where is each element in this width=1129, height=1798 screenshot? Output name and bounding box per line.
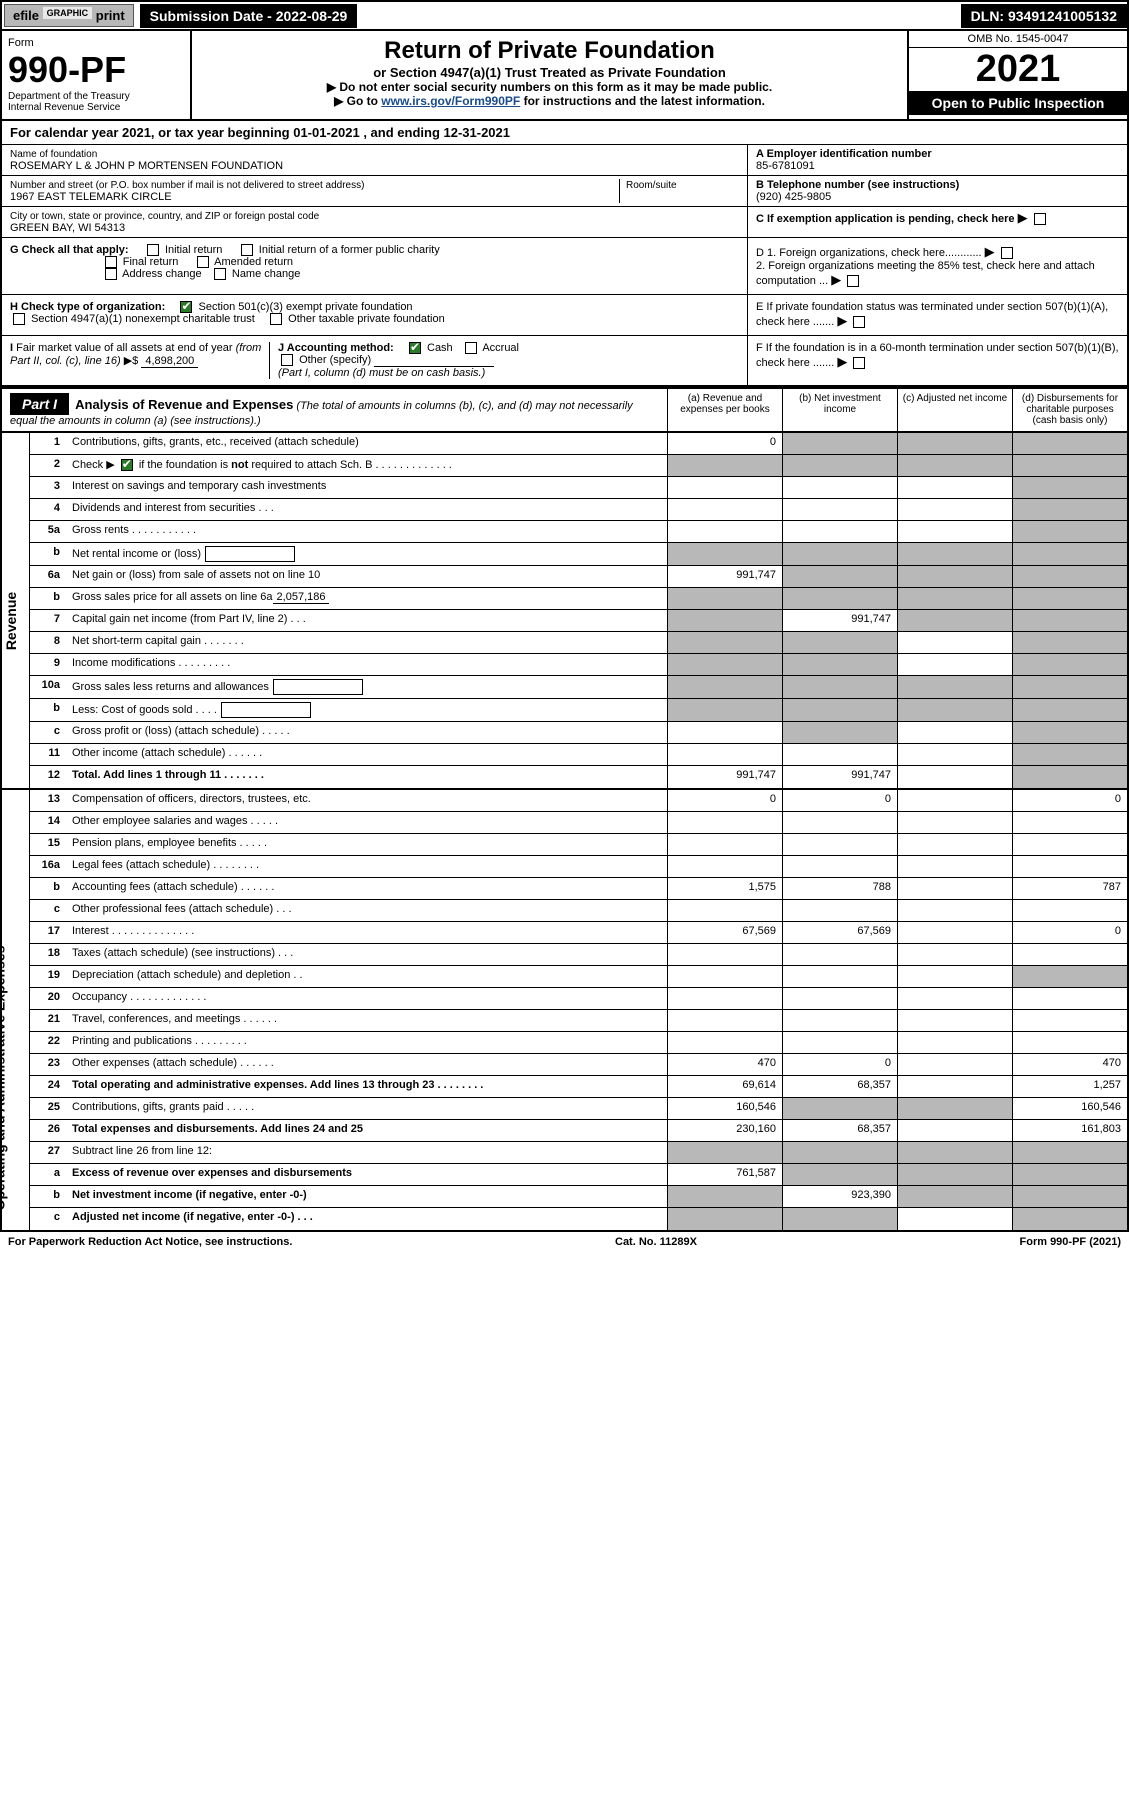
accrual-checkbox[interactable] xyxy=(465,342,477,354)
note2-pre: ▶ Go to xyxy=(334,94,381,108)
part1-badge: Part I xyxy=(10,393,69,415)
revenue-side-label: Revenue xyxy=(2,433,30,788)
final-return-checkbox[interactable] xyxy=(105,256,117,268)
note2-post: for instructions and the latest informat… xyxy=(520,94,765,108)
form-number: 990-PF xyxy=(8,49,184,91)
cash-checkbox[interactable] xyxy=(409,342,421,354)
amended-checkbox[interactable] xyxy=(197,256,209,268)
initial-public-checkbox[interactable] xyxy=(241,244,253,256)
f-label: F If the foundation is in a 60-month ter… xyxy=(756,342,1119,369)
print-label: print xyxy=(96,8,125,23)
ein-value: 85-6781091 xyxy=(756,160,815,172)
sch-b-checkbox[interactable] xyxy=(121,459,133,471)
omb-label: OMB No. 1545-0047 xyxy=(909,31,1127,48)
footer-right: Form 990-PF (2021) xyxy=(1020,1236,1122,1248)
other-taxable-checkbox[interactable] xyxy=(270,313,282,325)
tax-year: 2021 xyxy=(909,48,1127,91)
form-link[interactable]: www.irs.gov/Form990PF xyxy=(381,94,520,108)
revenue-table: Revenue 1Contributions, gifts, grants, e… xyxy=(0,433,1129,790)
form-label: Form xyxy=(8,37,184,49)
city-label: City or town, state or province, country… xyxy=(10,211,319,222)
footer-mid: Cat. No. 11289X xyxy=(615,1236,697,1248)
room-label: Room/suite xyxy=(626,180,677,191)
form-header: Form 990-PF Department of the Treasury I… xyxy=(0,31,1129,121)
other-method-checkbox[interactable] xyxy=(281,354,293,366)
section-g: G Check all that apply: Initial return I… xyxy=(0,238,1129,295)
e-label: E If private foundation status was termi… xyxy=(756,301,1108,328)
col-d-head: (d) Disbursements for charitable purpose… xyxy=(1012,389,1127,431)
submission-date: Submission Date - 2022-08-29 xyxy=(140,4,358,28)
phone-value: (920) 425-9805 xyxy=(756,191,831,203)
section-ijf: I Fair market value of all assets at end… xyxy=(0,336,1129,387)
inspection-label: Open to Public Inspection xyxy=(909,91,1127,115)
4947-checkbox[interactable] xyxy=(13,313,25,325)
top-bar: efile GRAPHIC print Submission Date - 20… xyxy=(0,0,1129,31)
fmv-value: 4,898,200 xyxy=(141,355,198,368)
form-subtitle: or Section 4947(a)(1) Trust Treated as P… xyxy=(202,65,897,80)
col-c-head: (c) Adjusted net income xyxy=(897,389,1012,431)
form-title: Return of Private Foundation xyxy=(202,37,897,65)
e-checkbox[interactable] xyxy=(853,316,865,328)
d2-checkbox[interactable] xyxy=(847,275,859,287)
addr-label: Number and street (or P.O. box number if… xyxy=(10,180,364,191)
col-a-head: (a) Revenue and expenses per books xyxy=(667,389,782,431)
identity-block: Name of foundation ROSEMARY L & JOHN P M… xyxy=(0,145,1129,238)
city-state-zip: GREEN BAY, WI 54313 xyxy=(10,222,125,234)
graphic-label: GRAPHIC xyxy=(43,7,93,19)
footer-left: For Paperwork Reduction Act Notice, see … xyxy=(8,1236,292,1248)
calendar-year-row: For calendar year 2021, or tax year begi… xyxy=(0,121,1129,145)
name-label: Name of foundation xyxy=(10,149,97,160)
501c3-checkbox[interactable] xyxy=(180,301,192,313)
form-note1: ▶ Do not enter social security numbers o… xyxy=(202,80,897,94)
initial-return-checkbox[interactable] xyxy=(147,244,159,256)
expenses-side-label: Operating and Administrative Expenses xyxy=(2,790,30,1230)
j-note: (Part I, column (d) must be on cash basi… xyxy=(278,367,485,379)
pending-checkbox[interactable] xyxy=(1034,213,1046,225)
expenses-table: Operating and Administrative Expenses 13… xyxy=(0,790,1129,1232)
foundation-name: ROSEMARY L & JOHN P MORTENSEN FOUNDATION xyxy=(10,160,283,172)
l6b-val: 2,057,186 xyxy=(273,591,330,604)
part1-header: Part I Analysis of Revenue and Expenses … xyxy=(0,387,1129,433)
f-checkbox[interactable] xyxy=(853,357,865,369)
name-change-checkbox[interactable] xyxy=(214,268,226,280)
pending-label: C If exemption application is pending, c… xyxy=(756,213,1015,225)
i-label: Fair market value of all assets at end o… xyxy=(10,342,261,367)
g-label: G Check all that apply: xyxy=(10,244,129,256)
section-h: H Check type of organization: Section 50… xyxy=(0,295,1129,336)
col-b-head: (b) Net investment income xyxy=(782,389,897,431)
d1-checkbox[interactable] xyxy=(1001,247,1013,259)
efile-button[interactable]: efile GRAPHIC print xyxy=(4,4,134,27)
d1-label: D 1. Foreign organizations, check here..… xyxy=(756,247,982,259)
part1-title: Analysis of Revenue and Expenses xyxy=(75,397,293,412)
phone-label: B Telephone number (see instructions) xyxy=(756,179,959,191)
page-footer: For Paperwork Reduction Act Notice, see … xyxy=(0,1232,1129,1252)
street-address: 1967 EAST TELEMARK CIRCLE xyxy=(10,191,172,203)
ein-label: A Employer identification number xyxy=(756,148,932,160)
dln-label: DLN: 93491241005132 xyxy=(961,4,1127,28)
irs-label: Internal Revenue Service xyxy=(8,102,184,113)
d2-label: 2. Foreign organizations meeting the 85%… xyxy=(756,260,1095,287)
h-label: H Check type of organization: xyxy=(10,301,165,313)
efile-label: efile xyxy=(13,8,39,23)
address-change-checkbox[interactable] xyxy=(105,268,117,280)
j-label: J Accounting method: xyxy=(278,342,394,354)
dept-label: Department of the Treasury xyxy=(8,91,184,102)
